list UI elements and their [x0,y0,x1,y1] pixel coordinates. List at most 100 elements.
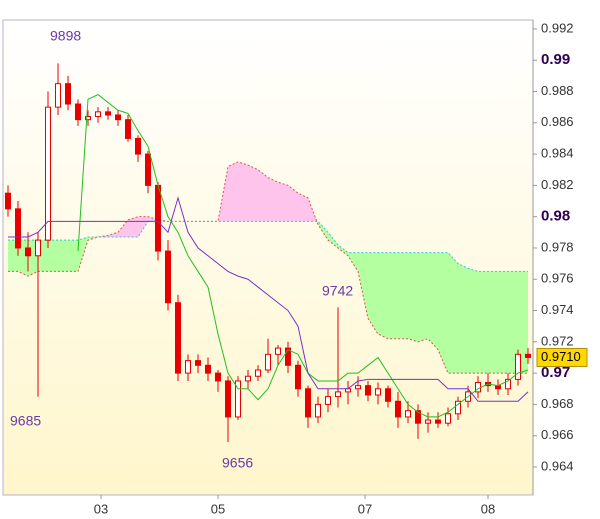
cloud-fill [298,193,308,222]
candle-body [15,208,21,249]
cloud-fill [348,252,358,272]
candle-body [215,372,221,382]
cloud-fill [48,240,58,272]
candle-body [255,369,261,377]
candle-body [315,403,321,418]
span-b-line [8,220,528,272]
y-tick-label: 0.964 [541,458,574,473]
candle-body [515,353,521,380]
candle-body [235,380,241,418]
x-tick-label: 03 [94,501,108,516]
cloud-fill [428,252,438,350]
candle-body [245,375,251,382]
candle-body [25,247,31,257]
y-tick-label: 0.978 [541,239,574,254]
candle-body [325,396,331,405]
cloud-fill [408,252,418,342]
candle-body [355,385,361,390]
cloud-fill [338,244,348,256]
candle-body [65,83,71,105]
indicator-line [8,196,529,402]
plot-area [2,19,534,496]
candle-body [525,353,531,358]
y-tick-label: 0.972 [541,333,574,348]
candle-body [185,360,191,374]
candle-body [265,353,271,371]
cloud-fill [478,271,488,374]
cloud-fill [238,161,248,222]
y-tick-label: 0.99 [541,51,570,68]
cloud-fill [458,263,468,374]
candle-body [415,410,421,424]
candle-body [45,106,51,241]
cloud-fill [518,271,528,374]
cloud-fill [328,232,338,248]
candle-body [135,137,141,155]
cloud-fill [368,252,378,335]
candle-body [195,360,201,366]
cloud-fill [268,177,278,222]
candle-body [505,378,511,390]
annotation: 9685 [10,413,41,429]
cloud-fill [288,185,298,222]
candle-body [445,413,451,424]
cloud-fill [448,252,458,374]
candle-body [35,239,41,257]
candle-body [375,388,381,396]
candle-body [145,153,151,186]
candle-body [455,400,461,415]
candle-body [435,419,441,424]
candle-body [295,364,301,390]
candle-body [115,114,121,121]
indicator-line [77,94,529,418]
candle-body [85,116,91,121]
annotation: 9742 [322,283,353,299]
y-tick-label: 0.97 [541,364,570,381]
cloud-fill [68,240,78,272]
y-tick-label: 0.976 [541,271,574,286]
cloud-fill [498,271,508,374]
cloud-fill [58,240,68,272]
candle-body [165,250,171,304]
candle-body [385,388,391,402]
cloud-fill [318,221,328,241]
y-tick-label: 0.992 [541,20,574,35]
cloud-fill [228,161,238,222]
x-tick-label: 07 [358,501,372,516]
cloud-fill [248,165,258,222]
candle-body [425,419,431,424]
candle-body [125,119,131,139]
cloud-fill [118,219,128,238]
annotation: 9898 [50,28,81,44]
span-a-line [8,161,528,374]
y-tick-label: 0.982 [541,177,574,192]
last-price-label: 0.9710 [541,349,581,364]
candle-body [275,347,281,355]
x-tick-label: 08 [481,501,495,516]
cloud-fill [398,252,408,339]
cloud-fill [378,252,388,339]
candle-body [105,111,111,116]
candle-body [285,347,291,366]
y-tick-label: 0.974 [541,302,574,317]
y-tick-label: 0.988 [541,83,574,98]
candle-body [405,410,411,418]
candle-body [95,111,101,118]
y-tick-label: 0.986 [541,114,574,129]
candle-body [305,388,311,418]
candle-body [75,103,81,121]
cloud-fill [278,182,288,222]
cloud-fill [508,271,518,374]
cloud-fill [358,252,368,319]
candle-body [335,391,341,398]
y-tick-label: 0.966 [541,427,574,442]
x-tick-label: 05 [211,501,225,516]
cloud-fill [258,169,268,222]
cloud-fill [418,252,428,342]
cloud-fill [388,252,398,339]
candle-body [225,380,231,418]
candle-body [365,385,371,396]
cloud-fill [438,252,448,374]
y-tick-label: 0.984 [541,146,574,161]
